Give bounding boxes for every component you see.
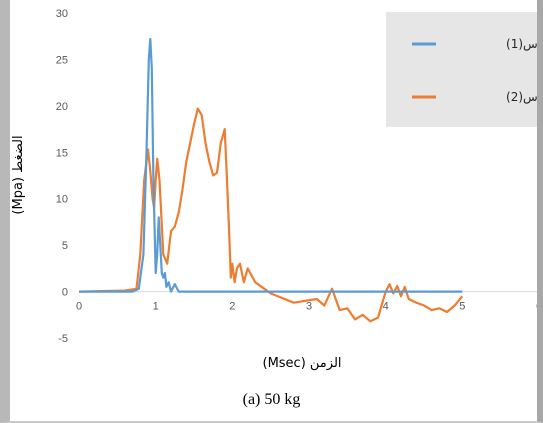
y-tick-label: 0 bbox=[62, 287, 68, 299]
series-line-1 bbox=[79, 37, 463, 293]
y-axis-ticks: -5 0 5 10 15 20 25 30 bbox=[56, 8, 68, 345]
x-tick-label: 4 bbox=[383, 301, 389, 313]
legend-label-series-2: المقياس(2) bbox=[506, 90, 543, 105]
y-tick-label: 10 bbox=[56, 194, 68, 206]
x-tick-label: 2 bbox=[229, 301, 235, 313]
y-tick-label: -5 bbox=[58, 333, 68, 345]
x-tick-label: 3 bbox=[306, 301, 312, 313]
y-tick-label: 30 bbox=[56, 8, 68, 20]
y-tick-label: 15 bbox=[56, 147, 68, 159]
legend-label-series-1: المقياس(1) bbox=[506, 37, 543, 52]
x-tick-label: 6 bbox=[536, 301, 542, 313]
x-tick-label: 0 bbox=[76, 301, 82, 313]
y-tick-label: 20 bbox=[56, 101, 68, 113]
legend: المقياس(1) المقياس(2) bbox=[386, 12, 543, 127]
x-tick-label: 5 bbox=[459, 301, 465, 313]
x-tick-label: 1 bbox=[153, 301, 159, 313]
legend-box bbox=[386, 12, 540, 127]
series-line-2 bbox=[78, 107, 464, 323]
figure-caption: (a) 50 kg bbox=[242, 391, 301, 408]
x-axis-title: الزمن (Msec) bbox=[262, 356, 341, 371]
y-tick-label: 5 bbox=[62, 240, 68, 252]
series-lines bbox=[78, 37, 464, 323]
y-tick-label: 25 bbox=[56, 54, 68, 66]
y-axis-title: الضغط (Mpa) bbox=[11, 135, 26, 214]
